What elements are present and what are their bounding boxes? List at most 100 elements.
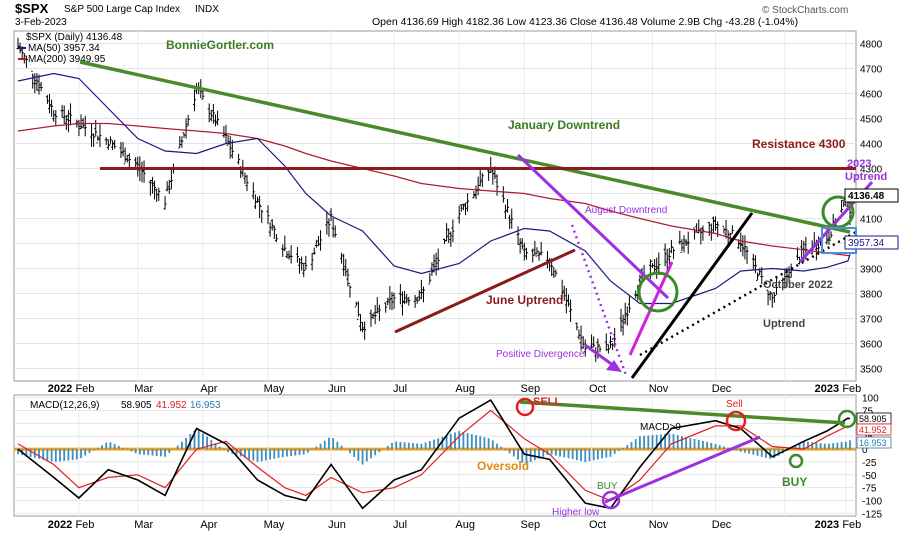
macd-xtick-label: Aug xyxy=(455,519,475,531)
macd-hist-bar xyxy=(420,443,423,450)
macd-hist-bar xyxy=(214,443,217,450)
macd-hist-bar xyxy=(424,442,427,450)
price-xtick-label: Dec xyxy=(712,383,732,395)
macd-hist-bar xyxy=(222,449,225,450)
macd-hist-bar xyxy=(273,449,276,459)
macd-hist-bar xyxy=(197,430,200,450)
macd-hist-bar xyxy=(504,449,507,451)
macd-hist-bar xyxy=(445,435,448,450)
label-resistance: Resistance 4300 xyxy=(752,137,846,151)
macd-xtick-label: 2023 xyxy=(815,519,839,531)
macd-xtick-label: Feb xyxy=(842,519,861,531)
macd-hist-bar xyxy=(714,443,717,450)
macd-hist-bar xyxy=(281,449,284,458)
buy-circle-2 xyxy=(788,453,804,469)
label-june-uptrend: June Uptrend xyxy=(486,293,563,307)
macd-hist-bar xyxy=(50,449,53,462)
symbol-title: $SPX xyxy=(15,1,49,16)
macd-hist-bar xyxy=(256,449,259,462)
macd-hist-bar xyxy=(655,434,658,450)
ohlc-readout: Open 4136.69 High 4182.36 Low 4123.36 Cl… xyxy=(372,16,798,28)
macd-hist-bar xyxy=(563,449,566,458)
macd-hist-bar xyxy=(332,438,335,450)
macd-hist-bar xyxy=(622,447,624,450)
macd-hist-bar xyxy=(735,449,738,451)
macd-hist-bar xyxy=(723,446,725,450)
macd-grid xyxy=(14,395,856,516)
macd-hist-bar xyxy=(176,445,179,450)
signal-tag-box xyxy=(856,423,892,436)
label-macd-above-zero: MACD>0 xyxy=(640,422,681,433)
last-price-tag-box xyxy=(844,188,899,203)
macd-ytick-label: -100 xyxy=(862,497,882,508)
macd-hist-bar xyxy=(235,449,238,456)
macd-hist-bar xyxy=(386,445,389,450)
macd-xtick-label: Jul xyxy=(393,519,407,531)
price-ytick-label: 4400 xyxy=(860,140,883,151)
label-oversold: Oversold xyxy=(477,459,529,473)
macd-hist-bar xyxy=(777,449,780,456)
label-august-downtrend: August Downtrend xyxy=(585,205,667,216)
macd-hist-bar xyxy=(265,449,267,461)
macd-hist-bar xyxy=(143,449,145,455)
macd-hist-bar xyxy=(752,449,755,455)
price-xtick-label: Feb xyxy=(842,383,861,395)
macd-hist-bar xyxy=(130,449,133,452)
macd-hist-bar xyxy=(105,442,108,450)
macd-hist-bar xyxy=(75,449,78,460)
macd-hist-bar xyxy=(626,445,629,450)
macd-line xyxy=(17,399,851,510)
macd-hist-bar xyxy=(218,446,221,450)
january-downtrend-line xyxy=(79,60,851,234)
price-xtick-label: Jul xyxy=(393,383,407,395)
macd-higher-low-line xyxy=(604,435,761,504)
macd-hist-bar xyxy=(693,439,696,450)
macd-hist-bar xyxy=(592,449,595,461)
macd-hist-bar xyxy=(80,449,82,459)
macd-hist-bar xyxy=(844,441,847,450)
legend-ma200: MA(200) 3949.95 xyxy=(28,54,106,65)
macd-hist-bar xyxy=(391,442,393,450)
divergence-arrow-head xyxy=(606,360,622,372)
macd-ytick-label: -125 xyxy=(862,509,882,520)
macd-hist-bar xyxy=(412,443,414,450)
price-xtick-label: Sep xyxy=(521,383,541,395)
label-higher-low: Higher low xyxy=(552,507,600,518)
macd-xtick-label: Sep xyxy=(521,519,541,531)
macd-legend-label: MACD(12,26,9) xyxy=(30,400,99,411)
macd-hist-bar xyxy=(201,433,204,450)
macd-hist-bar xyxy=(437,438,440,450)
price-ytick-label: 4700 xyxy=(860,65,883,76)
price-xtick-label: Aug xyxy=(455,383,475,395)
macd-hist-bar xyxy=(718,445,721,450)
label-sell-2: Sell xyxy=(726,399,743,410)
macd-hist-bar xyxy=(815,442,818,450)
macd-hist-bar xyxy=(449,433,452,450)
macd-hist-bar xyxy=(613,449,616,454)
macd-xtick-label: Dec xyxy=(712,519,732,531)
macd-hist-bar xyxy=(319,443,322,450)
macd-hist-bar xyxy=(496,443,498,450)
macd-hist-bar xyxy=(668,433,671,450)
macd-hist-bar xyxy=(378,449,381,453)
macd-hist-bar xyxy=(311,449,314,450)
last-price-tag: 4136.48 xyxy=(848,191,885,202)
macd-hist-bar xyxy=(407,442,410,450)
macd-hist-bar xyxy=(260,449,263,462)
price-xtick-label: Jun xyxy=(328,383,346,395)
macd-hist-bar xyxy=(500,446,503,450)
macd-hist-bar xyxy=(88,449,91,453)
macd-hist-bar xyxy=(96,447,99,450)
macd-hist-bar xyxy=(307,449,309,453)
macd-hist-bar xyxy=(277,449,280,458)
macd-hist-bar xyxy=(38,449,40,459)
macd-hist-bar xyxy=(117,445,120,450)
macd-hist-bar xyxy=(689,438,692,450)
macd-hist-bar xyxy=(739,449,742,452)
macd-hist-bar xyxy=(664,434,667,450)
macd-hist-bar xyxy=(685,437,688,450)
macd-hist-bar xyxy=(617,449,620,451)
macd-hist-bar xyxy=(807,441,809,450)
price-xtick-label: Oct xyxy=(589,383,606,395)
macd-hist-bar xyxy=(357,449,360,461)
